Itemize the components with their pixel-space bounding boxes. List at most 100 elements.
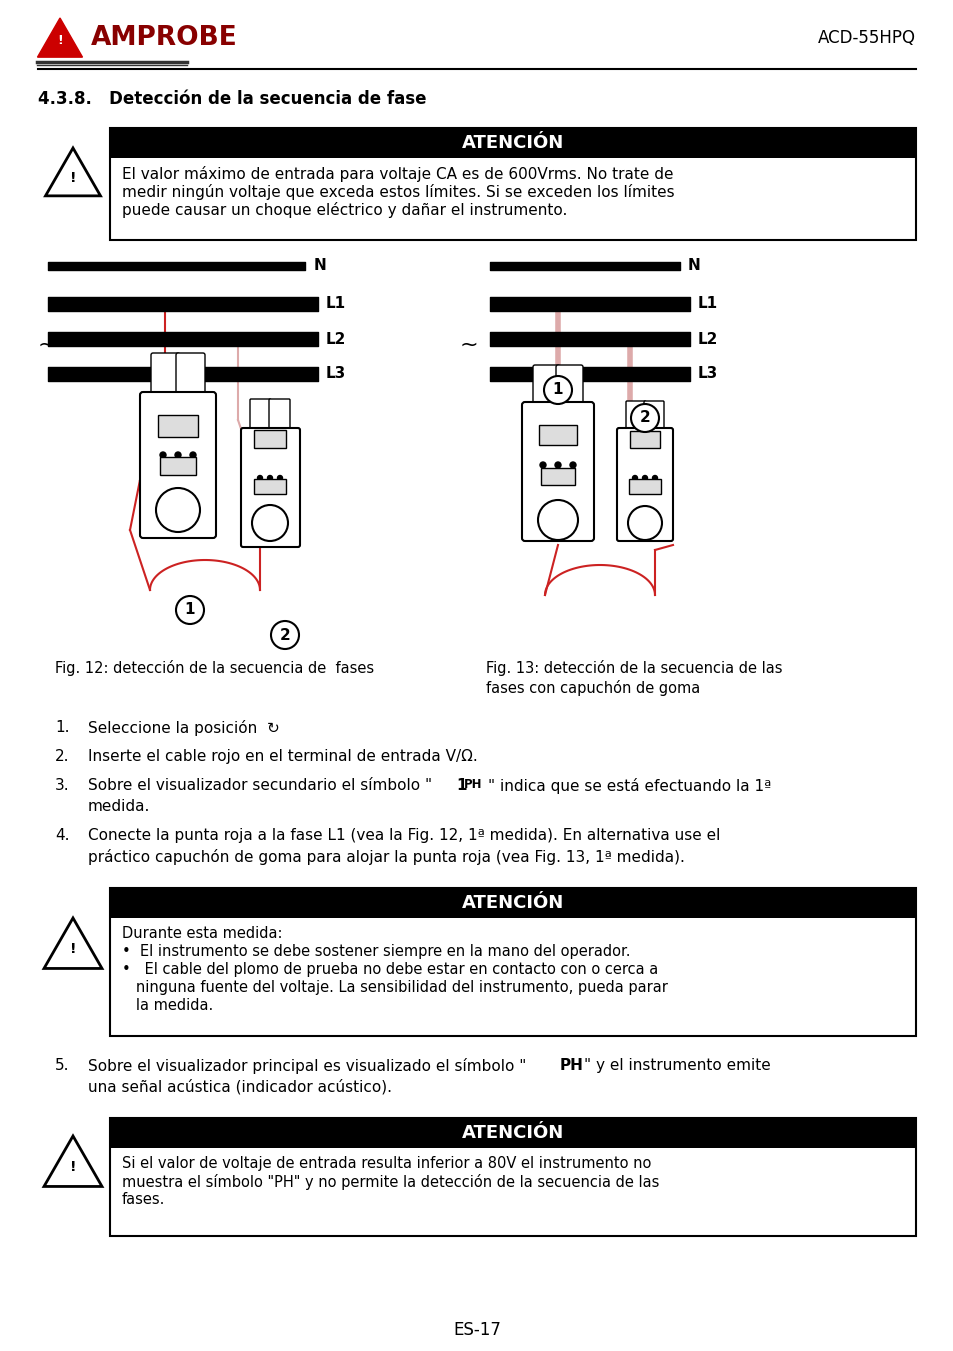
Bar — [110, 1119, 915, 1148]
Polygon shape — [44, 1136, 102, 1186]
Text: ~: ~ — [38, 335, 56, 355]
FancyBboxPatch shape — [521, 403, 594, 540]
Text: 2: 2 — [639, 411, 650, 426]
Text: Conecte la punta roja a la fase L1 (vea la Fig. 12, 1ª medida). En alternativa u: Conecte la punta roja a la fase L1 (vea … — [88, 828, 720, 843]
Circle shape — [641, 476, 647, 481]
Text: fases con capuchón de goma: fases con capuchón de goma — [485, 680, 700, 696]
FancyBboxPatch shape — [533, 365, 559, 407]
Bar — [110, 888, 915, 917]
Text: !: ! — [57, 34, 63, 47]
Bar — [158, 415, 198, 436]
Text: •   El cable del plomo de prueba no debe estar en contacto con o cerca a: • El cable del plomo de prueba no debe e… — [122, 962, 658, 977]
Text: medir ningún voltaje que exceda estos límites. Si se exceden los límites: medir ningún voltaje que exceda estos lí… — [122, 184, 674, 200]
Circle shape — [252, 505, 288, 540]
Text: •  El instrumento se debe sostener siempre en la mano del operador.: • El instrumento se debe sostener siempr… — [122, 944, 630, 959]
Bar — [110, 128, 915, 158]
Circle shape — [632, 476, 637, 481]
FancyBboxPatch shape — [625, 401, 645, 431]
FancyBboxPatch shape — [556, 365, 582, 407]
Text: El valor máximo de entrada para voltaje CA es de 600Vrms. No trate de: El valor máximo de entrada para voltaje … — [122, 166, 673, 182]
Polygon shape — [37, 18, 82, 57]
Circle shape — [543, 376, 572, 404]
Text: Sobre el visualizador principal es visualizado el símbolo ": Sobre el visualizador principal es visua… — [88, 1058, 526, 1074]
Text: " y el instrumento emite: " y el instrumento emite — [583, 1058, 770, 1073]
Bar — [110, 888, 915, 1036]
Text: 3.: 3. — [55, 778, 70, 793]
Text: fases.: fases. — [122, 1192, 165, 1206]
Text: L3: L3 — [698, 366, 718, 381]
Text: Si el valor de voltaje de entrada resulta inferior a 80V el instrumento no: Si el valor de voltaje de entrada result… — [122, 1156, 651, 1171]
Circle shape — [175, 596, 204, 624]
Text: una señal acústica (indicador acústico).: una señal acústica (indicador acústico). — [88, 1079, 392, 1094]
Text: !: ! — [70, 1161, 76, 1174]
Bar — [160, 457, 195, 476]
Text: ninguna fuente del voltaje. La sensibilidad del instrumento, pueda parar: ninguna fuente del voltaje. La sensibili… — [122, 979, 667, 994]
Polygon shape — [44, 917, 102, 969]
Text: L1: L1 — [326, 296, 346, 312]
Circle shape — [267, 476, 273, 481]
FancyBboxPatch shape — [643, 401, 663, 431]
Circle shape — [190, 453, 195, 458]
Text: !: ! — [70, 942, 76, 957]
FancyBboxPatch shape — [250, 399, 271, 431]
Text: N: N — [314, 258, 327, 273]
Text: ACD-55HPQ: ACD-55HPQ — [817, 28, 915, 46]
Text: L2: L2 — [698, 331, 718, 346]
Circle shape — [652, 476, 657, 481]
Text: 1.: 1. — [55, 720, 70, 735]
Circle shape — [537, 500, 578, 540]
Text: puede causar un choque eléctrico y dañar el instrumento.: puede causar un choque eléctrico y dañar… — [122, 203, 567, 218]
Text: L2: L2 — [326, 331, 346, 346]
Bar — [253, 480, 286, 494]
Circle shape — [174, 453, 181, 458]
Text: 1: 1 — [185, 603, 195, 617]
Text: Fig. 12: detección de la secuencia de  fases: Fig. 12: detección de la secuencia de fa… — [55, 661, 374, 676]
Circle shape — [630, 404, 659, 432]
Text: ATENCIÓN: ATENCIÓN — [461, 894, 563, 912]
Bar — [253, 430, 286, 449]
Circle shape — [160, 453, 166, 458]
Text: PH: PH — [463, 778, 482, 790]
Text: ~: ~ — [459, 335, 477, 355]
Circle shape — [257, 476, 262, 481]
Bar — [629, 431, 659, 449]
Text: ES-17: ES-17 — [453, 1321, 500, 1339]
Bar — [538, 426, 577, 444]
Text: muestra el símbolo "PH" y no permite la detección de la secuencia de las: muestra el símbolo "PH" y no permite la … — [122, 1174, 659, 1190]
Bar — [110, 1119, 915, 1236]
Text: Seleccione la posición  ↻: Seleccione la posición ↻ — [88, 720, 279, 736]
Circle shape — [277, 476, 282, 481]
Circle shape — [271, 621, 298, 648]
Text: L3: L3 — [326, 366, 346, 381]
Text: Inserte el cable rojo en el terminal de entrada V/Ω.: Inserte el cable rojo en el terminal de … — [88, 748, 477, 765]
Text: 4.: 4. — [55, 828, 70, 843]
Text: " indica que se está efectuando la 1ª: " indica que se está efectuando la 1ª — [488, 778, 770, 794]
Bar — [110, 128, 915, 240]
FancyBboxPatch shape — [269, 399, 290, 431]
Text: PH: PH — [559, 1058, 583, 1073]
Circle shape — [627, 507, 661, 540]
FancyBboxPatch shape — [151, 353, 180, 397]
Text: 5.: 5. — [55, 1058, 70, 1073]
Text: 2: 2 — [279, 627, 290, 643]
Text: N: N — [687, 258, 700, 273]
Text: ATENCIÓN: ATENCIÓN — [461, 1124, 563, 1142]
Circle shape — [569, 462, 576, 467]
FancyBboxPatch shape — [140, 392, 215, 538]
Text: la medida.: la medida. — [122, 998, 213, 1013]
Text: 1: 1 — [552, 382, 562, 397]
Text: 2.: 2. — [55, 748, 70, 765]
FancyBboxPatch shape — [241, 428, 299, 547]
Polygon shape — [46, 149, 100, 196]
Text: 1: 1 — [456, 778, 466, 793]
Text: !: ! — [70, 170, 76, 185]
Circle shape — [156, 488, 200, 532]
Text: Fig. 13: detección de la secuencia de las: Fig. 13: detección de la secuencia de la… — [485, 661, 781, 676]
Bar — [628, 480, 660, 494]
FancyBboxPatch shape — [175, 353, 205, 397]
Circle shape — [539, 462, 545, 467]
Text: medida.: medida. — [88, 798, 151, 815]
Circle shape — [555, 462, 560, 467]
Text: práctico capuchón de goma para alojar la punta roja (vea Fig. 13, 1ª medida).: práctico capuchón de goma para alojar la… — [88, 848, 684, 865]
Text: L1: L1 — [698, 296, 718, 312]
